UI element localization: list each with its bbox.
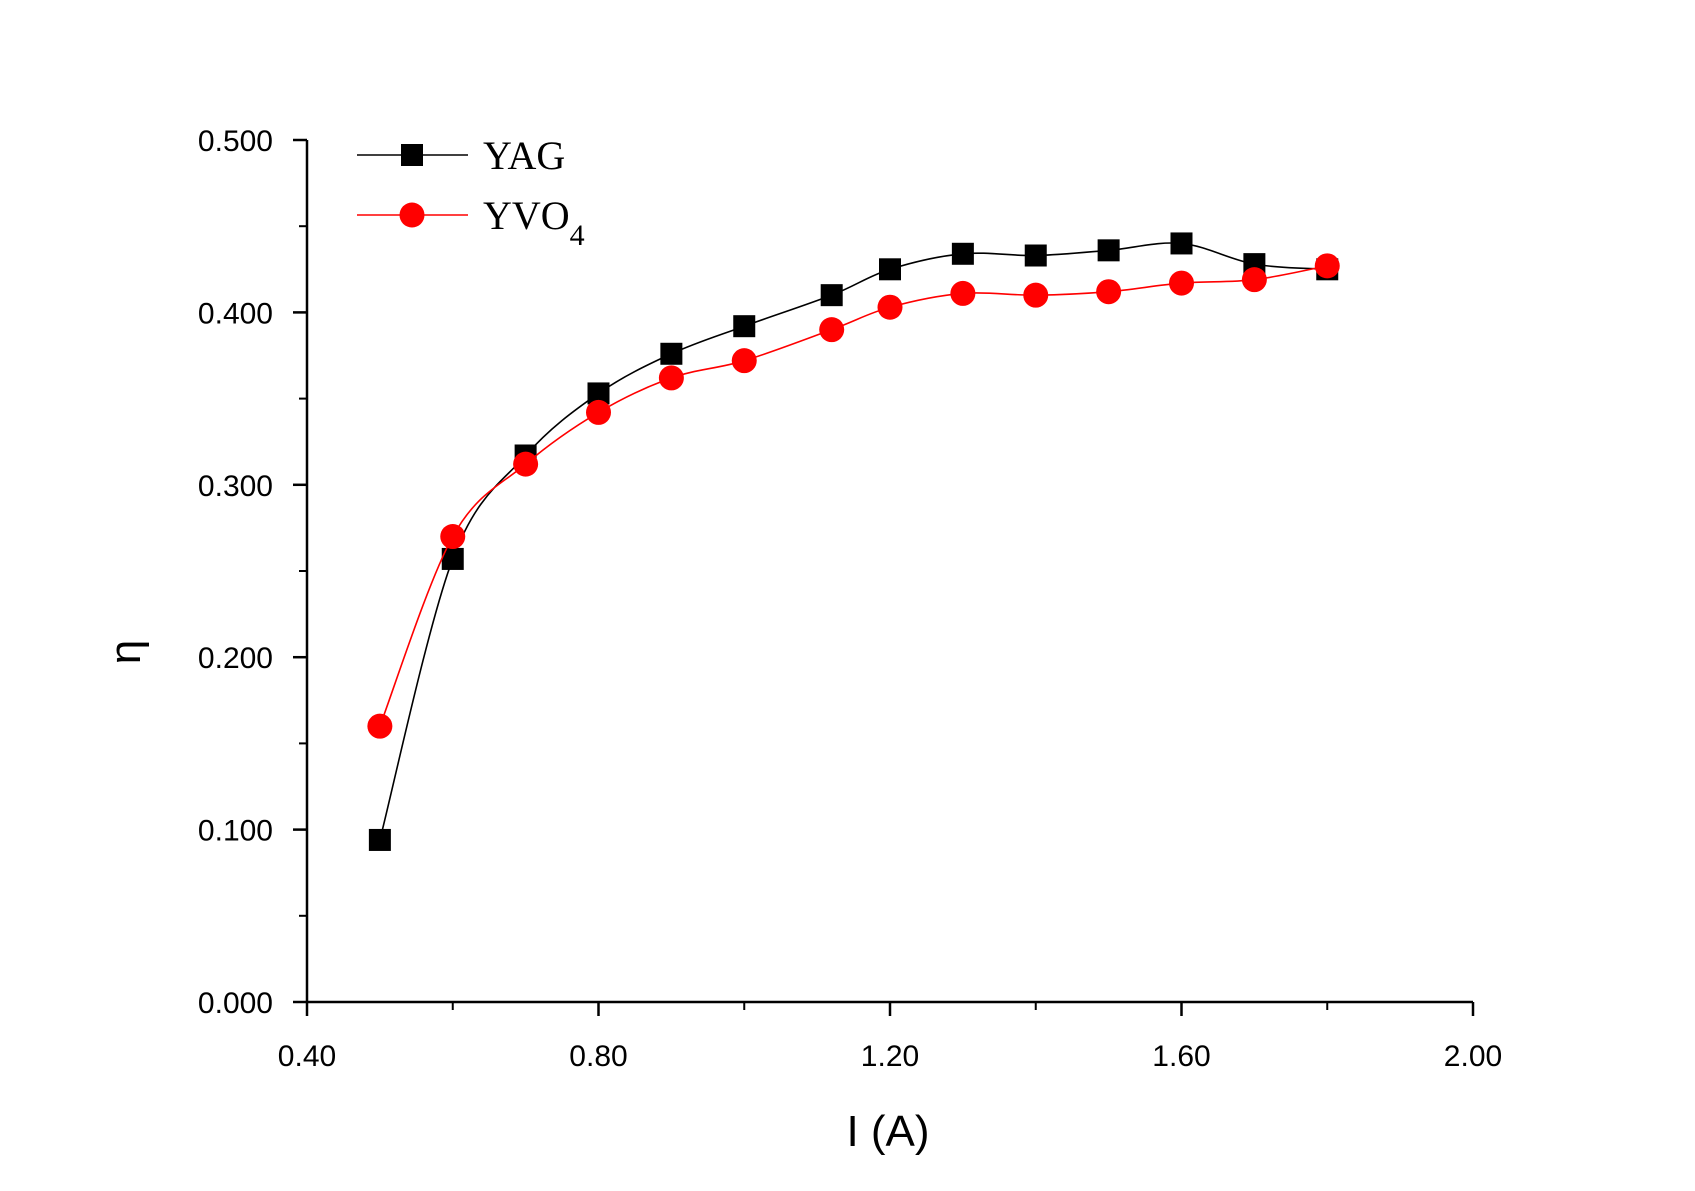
data-point bbox=[1024, 244, 1047, 267]
data-point bbox=[368, 828, 391, 851]
data-point bbox=[733, 315, 756, 338]
data-point bbox=[440, 524, 466, 550]
legend-label: YVO4 bbox=[483, 193, 585, 252]
legend-item-yvo4: YVO4 bbox=[357, 193, 585, 252]
data-point bbox=[367, 713, 393, 739]
data-point bbox=[658, 365, 684, 391]
data-point bbox=[1097, 239, 1120, 262]
y-tick-label: 0.300 bbox=[198, 470, 273, 503]
data-point bbox=[513, 451, 539, 477]
series-line bbox=[379, 242, 1328, 841]
data-point bbox=[1241, 267, 1267, 293]
data-point bbox=[1096, 279, 1122, 305]
x-tick-label: 0.40 bbox=[278, 1040, 336, 1073]
y-tick-label: 0.200 bbox=[198, 642, 273, 675]
x-tick-label: 2.00 bbox=[1444, 1040, 1502, 1073]
data-point bbox=[820, 284, 843, 307]
series-layer bbox=[367, 232, 1340, 851]
y-axis-title: η bbox=[101, 640, 150, 664]
data-point bbox=[950, 280, 976, 306]
y-tick-label: 0.100 bbox=[198, 815, 273, 848]
data-point bbox=[587, 382, 610, 405]
legend-marker bbox=[401, 144, 423, 166]
data-point bbox=[586, 399, 611, 425]
data-point bbox=[731, 348, 757, 374]
data-point bbox=[1023, 282, 1049, 308]
data-point bbox=[879, 258, 901, 281]
axes: 0.40 0.80 1.20 1.60 2.00 0.000 0.100 0.200 0.300… bbox=[198, 125, 1502, 1073]
data-point bbox=[660, 342, 683, 365]
x-tick-label: 1.20 bbox=[861, 1040, 919, 1073]
series-line bbox=[379, 265, 1328, 727]
legend-item-yag: YAG bbox=[357, 133, 565, 178]
y-tick-label: 0.400 bbox=[198, 297, 273, 330]
x-tick-label: 0.80 bbox=[569, 1040, 627, 1073]
data-point bbox=[1169, 270, 1194, 296]
data-point bbox=[819, 317, 845, 343]
data-point bbox=[1170, 232, 1193, 255]
data-point bbox=[1314, 253, 1340, 279]
x-tick-label: 1.60 bbox=[1152, 1040, 1210, 1073]
legend-label: YAG bbox=[483, 133, 565, 178]
data-point bbox=[877, 294, 903, 320]
y-tick-label: 0.500 bbox=[198, 125, 273, 158]
series-yag bbox=[368, 232, 1339, 851]
legend: YAG YVO4 bbox=[357, 133, 585, 252]
legend-subscript: 4 bbox=[570, 219, 585, 252]
y-tick-label: 0.000 bbox=[198, 987, 273, 1020]
x-axis-title: I (A) bbox=[846, 1107, 929, 1156]
legend-marker bbox=[399, 202, 425, 228]
data-point bbox=[441, 547, 464, 570]
series-yvo4 bbox=[367, 253, 1340, 739]
data-point bbox=[951, 242, 974, 265]
